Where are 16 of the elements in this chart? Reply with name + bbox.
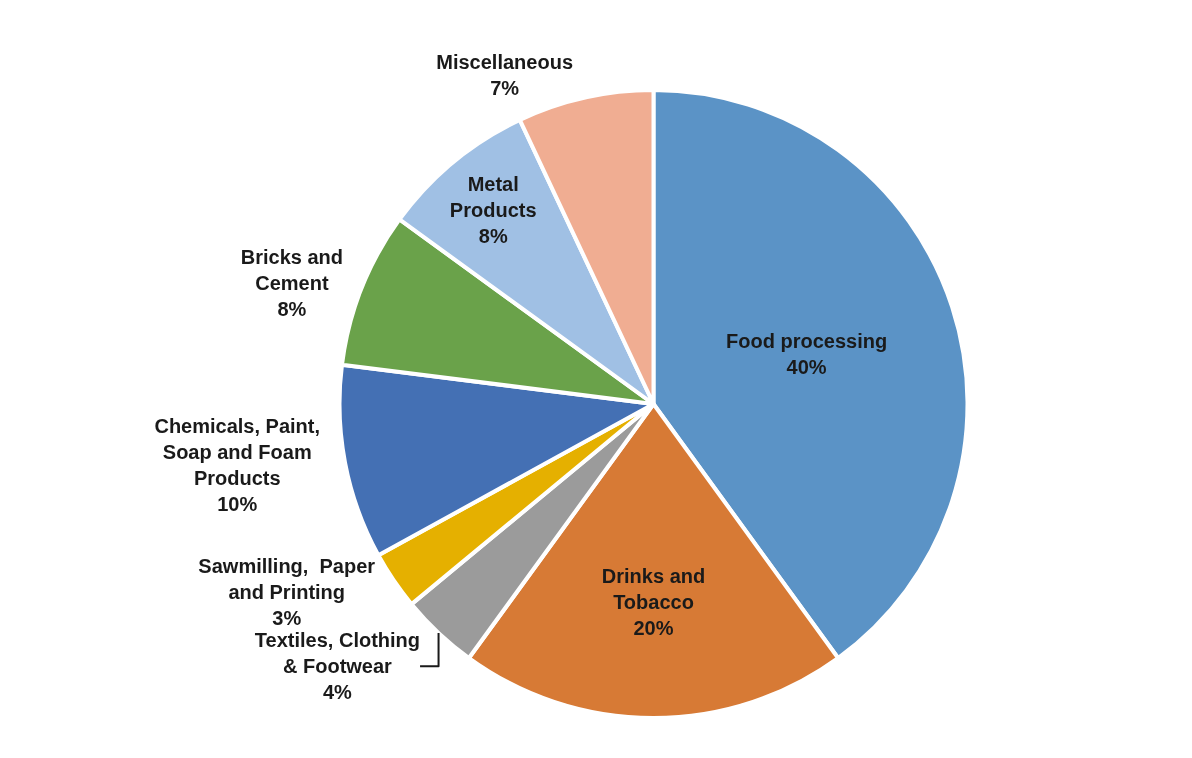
slice-label: Metal Products <box>449 173 537 222</box>
data-label: 20% <box>633 616 674 639</box>
slice-label: Bricks and Cement <box>240 246 344 295</box>
slice-label: Chemicals, Paint, Soap and Foam Products <box>154 414 321 489</box>
slice-label: Drinks and Tobacco <box>601 564 706 613</box>
data-label: 40% <box>786 356 827 379</box>
slice-label: Textiles, Clothing & Footwear <box>254 629 421 678</box>
slice-label: Miscellaneous <box>436 50 573 73</box>
slice-label: Sawmilling, Paper and Printing <box>198 555 376 604</box>
slice-label: Food processing <box>726 330 888 353</box>
data-label: 10% <box>217 492 258 515</box>
data-label: 8% <box>478 225 508 248</box>
data-label: 8% <box>277 298 307 321</box>
data-label: 4% <box>323 681 353 704</box>
data-label: 3% <box>272 607 302 630</box>
data-label: 7% <box>490 76 520 99</box>
